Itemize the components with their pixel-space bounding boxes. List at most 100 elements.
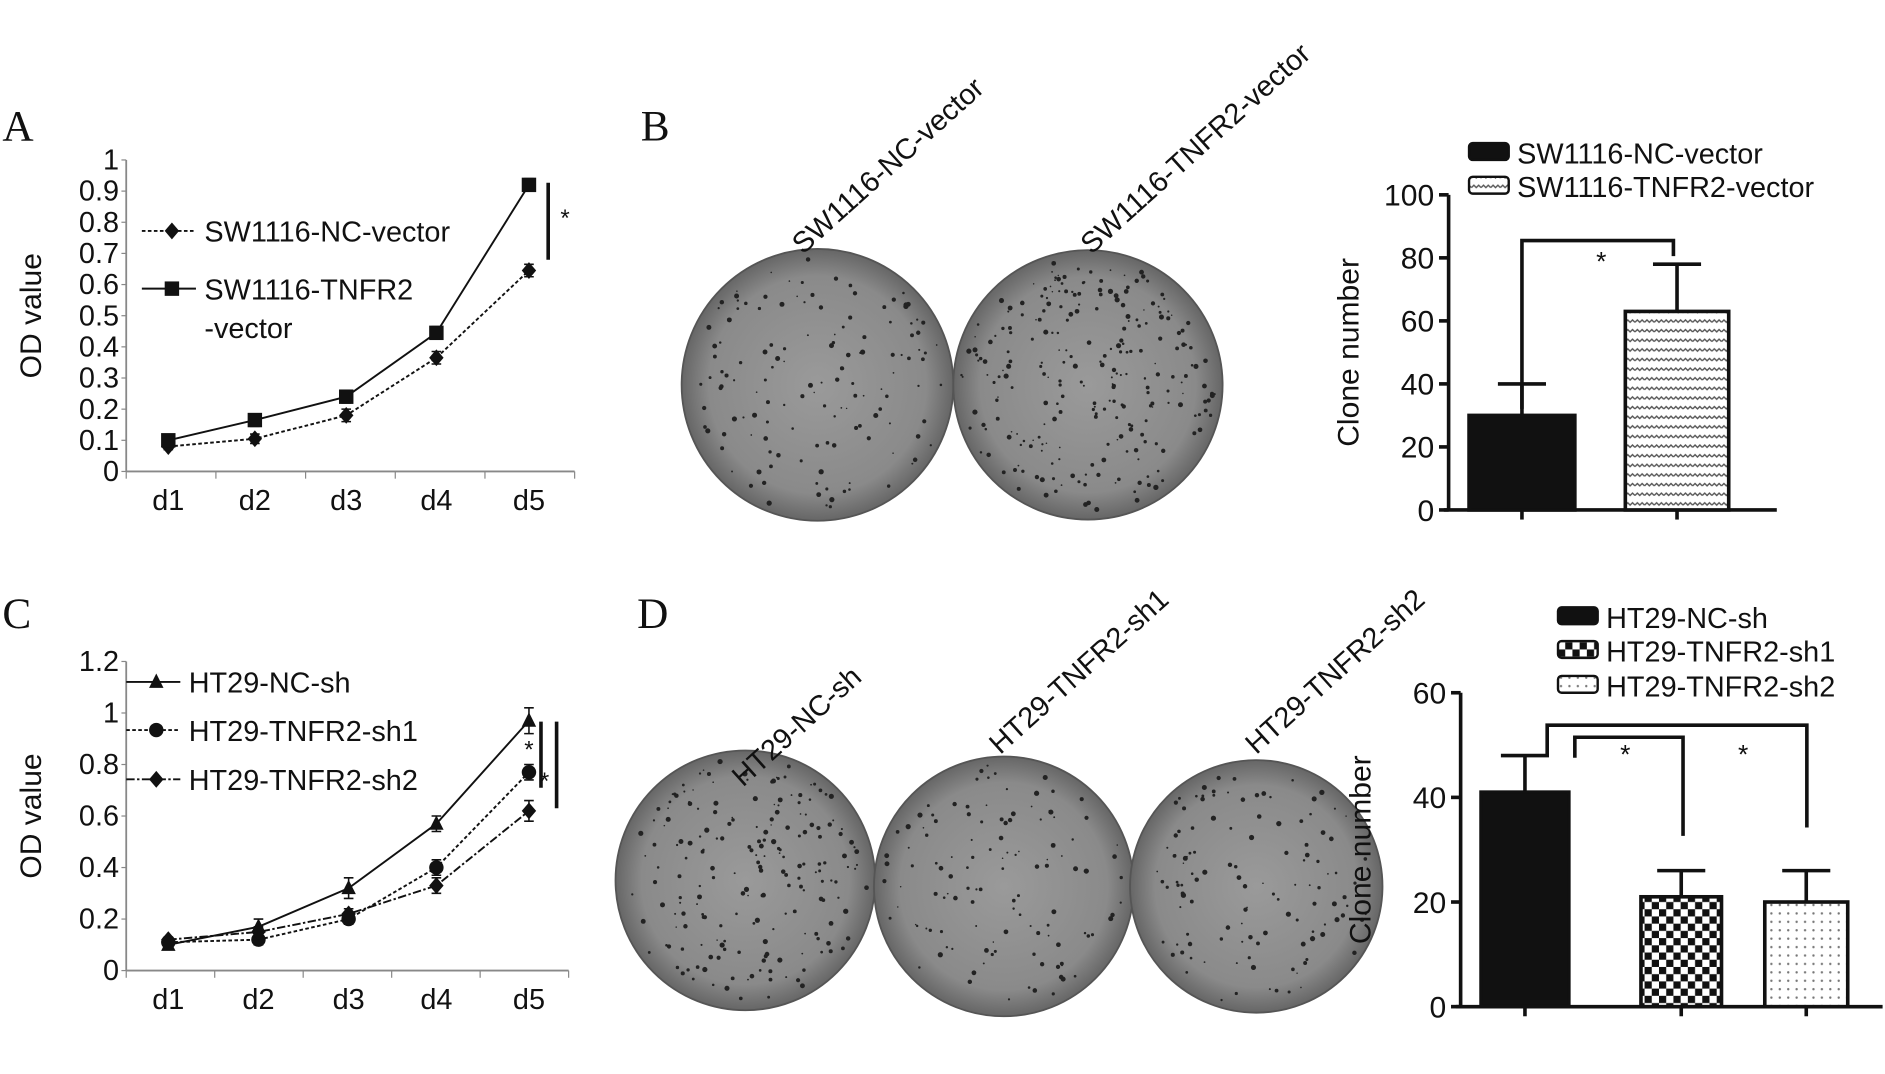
colony-dot xyxy=(731,818,735,822)
colony-dot xyxy=(1333,807,1337,810)
colony-dot xyxy=(788,280,791,282)
colony-dot xyxy=(769,817,774,822)
colony-dot xyxy=(1051,789,1055,793)
colony-dot xyxy=(1155,372,1161,377)
colony-dot xyxy=(866,436,871,441)
colony-dot xyxy=(902,291,905,295)
colony-dot xyxy=(1158,314,1164,320)
series-HT29-TNFR2-sh2 xyxy=(161,799,537,949)
colony-dot xyxy=(742,771,748,777)
colony-dot xyxy=(1203,961,1206,964)
colony-dot xyxy=(1323,923,1327,926)
colony-dot xyxy=(925,833,929,837)
colony-dot xyxy=(912,457,918,463)
colony-dot xyxy=(970,838,973,841)
colony-dot xyxy=(736,290,738,292)
colony-dot xyxy=(1160,292,1165,297)
colony-dot xyxy=(905,824,911,830)
colony-dot xyxy=(854,849,860,855)
colony-dot xyxy=(1268,988,1271,991)
colony-dot xyxy=(984,427,988,431)
colony-dot xyxy=(1345,815,1347,817)
y-tick-label: 0.9 xyxy=(79,176,119,208)
colony-dot xyxy=(997,375,1001,379)
colony-dot xyxy=(1226,791,1230,794)
colony-dot xyxy=(1115,372,1118,375)
colony-dot xyxy=(1274,988,1279,993)
colony-dot xyxy=(1072,292,1077,297)
colony-dot xyxy=(818,869,822,873)
significance-star: * xyxy=(1620,740,1630,770)
marker-diamond xyxy=(161,931,176,949)
colony-dot xyxy=(776,453,781,458)
colony-dot xyxy=(1032,439,1034,442)
colony-dot xyxy=(1202,383,1207,389)
colony-dot xyxy=(1009,331,1013,335)
colony-dot xyxy=(716,939,718,941)
marker-circle xyxy=(149,722,164,738)
dish-label: SW1116-NC-vector xyxy=(786,72,990,261)
legend-label: HT29-TNFR2-sh2 xyxy=(1606,671,1835,703)
colony-dot xyxy=(1070,473,1075,479)
colony-dot xyxy=(986,373,989,376)
colony-dot xyxy=(1183,374,1188,378)
colony-dot xyxy=(761,892,766,898)
colony-dot xyxy=(1046,923,1050,927)
colony-dot xyxy=(698,772,702,775)
colony-dot xyxy=(1128,427,1134,432)
colony-dot xyxy=(1206,398,1211,403)
colony-dot xyxy=(752,921,756,925)
colony-dot xyxy=(735,912,738,916)
colony-dot xyxy=(1028,444,1033,449)
colony-dot xyxy=(828,920,834,926)
colony-dot xyxy=(914,923,917,926)
y-tick-label: 0 xyxy=(1417,495,1434,528)
colony-dot xyxy=(731,470,733,473)
colony-dot xyxy=(734,293,740,299)
colony-dot xyxy=(772,928,775,931)
colony-dot xyxy=(1156,870,1159,873)
colony-dot xyxy=(743,886,750,892)
colony-dot xyxy=(785,825,790,830)
colony-dot xyxy=(951,947,954,950)
colony-dot xyxy=(910,322,913,325)
marker-diamond xyxy=(339,406,354,424)
colony-dot xyxy=(1160,879,1165,884)
colony-dot xyxy=(1012,907,1015,910)
legend-swatch xyxy=(1556,674,1599,694)
colony-dot xyxy=(830,879,833,882)
colony-dot xyxy=(1143,440,1147,444)
colony-dot xyxy=(1083,931,1087,935)
colony-dot xyxy=(820,950,824,954)
colony-dot xyxy=(652,819,656,822)
dish-plate xyxy=(873,755,1135,1018)
colony-dot xyxy=(1007,817,1013,823)
colony-dot xyxy=(799,884,803,889)
colony-dot xyxy=(915,434,921,439)
colony-dot xyxy=(775,356,781,362)
colony-dot xyxy=(1167,401,1170,405)
colony-dot xyxy=(1195,794,1198,798)
colony-dot xyxy=(1188,851,1192,855)
colony-dot xyxy=(1364,913,1367,916)
colony-dot xyxy=(800,280,804,285)
colony-dot xyxy=(1287,990,1291,994)
colony-dot xyxy=(1119,875,1123,880)
colony-dot xyxy=(1071,838,1074,841)
colony-dot xyxy=(918,966,921,969)
colony-dot xyxy=(1176,330,1182,336)
colony-dot xyxy=(698,884,702,888)
colony-dot xyxy=(818,788,823,793)
colony-dot xyxy=(1055,964,1061,970)
colony-dot xyxy=(763,829,769,835)
colony-dot xyxy=(702,848,705,852)
colony-dot xyxy=(1303,961,1308,965)
colony-dot xyxy=(1018,913,1022,917)
colony-dot xyxy=(656,806,661,811)
colony-dot xyxy=(770,271,773,274)
x-tick-label: d2 xyxy=(242,984,274,1016)
colony-dot xyxy=(1146,475,1150,478)
colony-dot xyxy=(773,803,776,806)
colony-dot xyxy=(763,378,767,382)
colony-dot xyxy=(1083,483,1087,487)
